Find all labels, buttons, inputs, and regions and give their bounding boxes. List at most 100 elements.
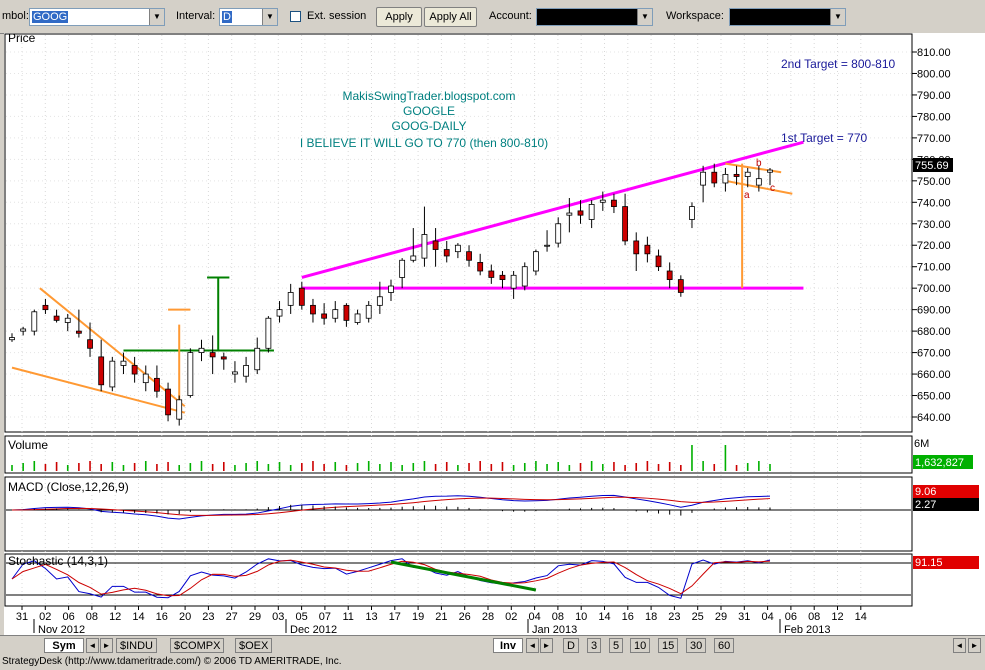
divergence-line (390, 560, 537, 592)
y-tick-label: 790.00 (917, 90, 951, 102)
volume-bar (523, 463, 526, 471)
volume-bar (111, 462, 114, 471)
volume-bar (445, 462, 448, 471)
x-tick-label: 25 (692, 611, 704, 623)
y-tick-label: 700.00 (917, 283, 951, 295)
volume-bar (657, 464, 660, 471)
volume-bar (646, 461, 649, 471)
inv-tab[interactable]: Inv (493, 638, 523, 653)
x-tick-label: 07 (319, 611, 331, 623)
interval-tab-15[interactable]: 15 (658, 638, 679, 653)
workspace-label: Workspace: (666, 10, 724, 22)
volume-bar (468, 463, 470, 471)
chart-area[interactable]: 810.00800.00790.00780.00770.00760.00750.… (4, 31, 985, 636)
scroll-right-icon[interactable]: ► (968, 638, 981, 653)
scroll-left-icon[interactable]: ◄ (953, 638, 966, 653)
x-tick-label: 05 (295, 611, 307, 623)
x-tick-label: 19 (412, 611, 424, 623)
volume-bar (390, 462, 392, 471)
symbol-tab-oex[interactable]: $OEX (235, 638, 273, 653)
x-tick-label: 08 (552, 611, 564, 623)
y-tick-label: 770.00 (917, 133, 951, 145)
x-month-label: Jan 2013 (532, 624, 577, 635)
x-tick-label: 08 (808, 611, 820, 623)
candle-body (655, 255, 662, 268)
pattern-label-a: a (744, 190, 750, 201)
ext-session-checkbox[interactable] (290, 11, 301, 22)
candle-body (209, 352, 216, 358)
volume-bar (22, 463, 24, 471)
volume-value: 1,632,827 (915, 457, 964, 469)
falling-wedge-upper-line (39, 287, 186, 408)
candle-body (254, 347, 261, 371)
scroll-right-icon[interactable]: ► (540, 638, 553, 653)
scroll-right-icon[interactable]: ► (100, 638, 113, 653)
interval-combobox[interactable]: D ▼ (219, 8, 278, 26)
account-combobox[interactable]: ▼ (536, 8, 653, 26)
scroll-left-icon[interactable]: ◄ (86, 638, 99, 653)
candle-body (689, 206, 695, 220)
candle-body (499, 274, 506, 280)
candle-body (332, 309, 339, 319)
volume-bar (278, 462, 281, 471)
sym-tab[interactable]: Sym (44, 638, 84, 653)
interval-tab-10[interactable]: 10 (630, 638, 651, 653)
candle-body (399, 259, 406, 278)
workspace-combobox[interactable]: ▼ (729, 8, 846, 26)
x-tick-label: 06 (785, 611, 797, 623)
chevron-down-icon[interactable]: ▼ (262, 9, 277, 25)
candle-body (298, 287, 305, 306)
x-tick-label: 20 (179, 611, 191, 623)
candle-body (510, 274, 517, 289)
volume-bar (211, 464, 214, 471)
x-tick-label: 31 (16, 611, 28, 623)
scroll-left-icon[interactable]: ◄ (526, 638, 539, 653)
interval-tab-30[interactable]: 30 (686, 638, 707, 653)
candle-body (232, 371, 238, 375)
candle-body (98, 356, 105, 386)
status-text: StrategyDesk (http://www.tdameritrade.co… (2, 656, 342, 667)
y-tick-label: 720.00 (917, 240, 951, 252)
apply-button[interactable]: Apply (376, 7, 422, 27)
apply-all-button[interactable]: Apply All (424, 7, 477, 27)
price-panel (4, 33, 913, 433)
macd-value1: 9.06 (915, 486, 936, 498)
volume-bar (590, 461, 593, 471)
volume-bar (379, 464, 381, 471)
symbol-tab-indu[interactable]: $INDU (116, 638, 158, 653)
y-tick-label: 680.00 (917, 326, 951, 338)
candle-body (388, 285, 394, 293)
interval-tab-60[interactable]: 60 (714, 638, 735, 653)
annotation-blog: MakisSwingTrader.blogspot.com (343, 89, 516, 103)
volume-bar (535, 461, 537, 471)
volume-label: Volume (8, 438, 48, 452)
chevron-down-icon[interactable]: ▼ (149, 9, 164, 25)
volume-bar (222, 462, 225, 471)
chevron-down-icon[interactable]: ▼ (830, 9, 845, 25)
price-panel-label: Price (8, 33, 36, 45)
interval-value: D (222, 11, 232, 23)
volume-bar (624, 465, 626, 471)
annotation-belief: I BELIEVE IT WILL GO TO 770 (then 800-81… (300, 136, 548, 150)
volume-bar (245, 463, 247, 471)
x-tick-label: 14 (598, 611, 610, 623)
symbol-combobox[interactable]: GOOG ▼ (29, 8, 165, 26)
symbol-label: mbol: (2, 10, 29, 22)
candle-body (466, 251, 472, 261)
volume-bar (691, 445, 693, 471)
candle-body (310, 304, 316, 315)
x-tick-label: 23 (668, 611, 680, 623)
y-tick-label: 640.00 (917, 412, 951, 424)
x-tick-label: 16 (622, 611, 634, 623)
candle-body (622, 206, 628, 242)
candle-body (533, 251, 539, 272)
volume-bar (423, 461, 426, 471)
chevron-down-icon[interactable]: ▼ (637, 9, 652, 25)
symbol-tab-compx[interactable]: $COMPX (170, 638, 225, 653)
interval-tab-3[interactable]: 3 (587, 638, 602, 653)
interval-tab-d[interactable]: D (563, 638, 579, 653)
interval-tab-5[interactable]: 5 (609, 638, 624, 653)
volume-bar (312, 461, 314, 471)
falling-wedge-lower-line (11, 366, 186, 414)
macd-panel (4, 476, 913, 552)
